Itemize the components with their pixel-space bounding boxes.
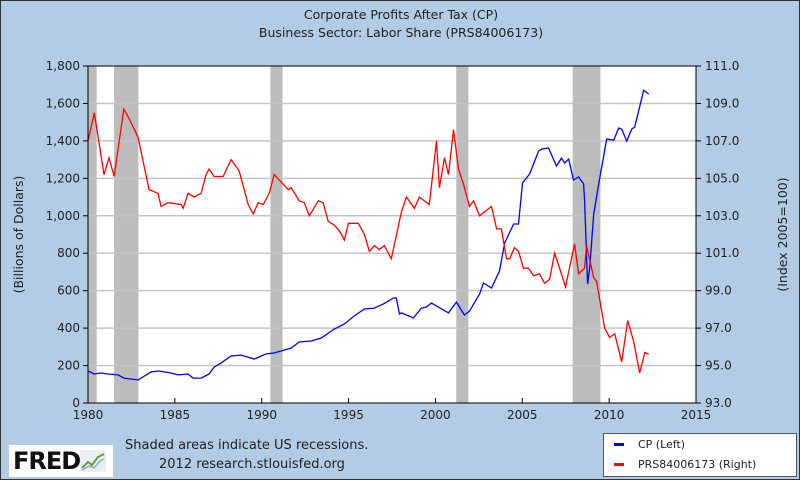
y-left-tick-label: 1,400: [46, 134, 80, 148]
y-right-tick-label: 107.0: [705, 134, 739, 148]
x-tick-label: 2000: [420, 408, 451, 422]
legend-label-cp: CP (Left): [638, 437, 686, 451]
x-tick-label: 2005: [507, 408, 538, 422]
y-left-tick-label: 200: [57, 359, 80, 373]
y-right-tick-label: 99.0: [705, 284, 732, 298]
series-line-cp: [87, 89, 650, 381]
y-right-tick-label: 101.0: [705, 246, 739, 260]
legend-item-labor-share: PRS84006173 (Right): [604, 454, 796, 474]
y-left-tick-label: 1,200: [46, 171, 80, 185]
plot-area: [88, 66, 696, 403]
y-left-tick-label: 1,800: [46, 59, 80, 73]
legend-swatch-cp: [614, 442, 624, 446]
recession-band: [114, 66, 139, 403]
x-tick-label: 1985: [160, 408, 191, 422]
y-right-tick-label: 109.0: [705, 96, 739, 110]
legend: CP (Left) PRS84006173 (Right): [603, 433, 797, 477]
fred-logo-text: FRED: [13, 447, 81, 475]
fred-logo[interactable]: FRED: [9, 445, 113, 477]
chart-svg: 0 200 400 600 800 1,000 1,200 1,400 1,600 1,800 93…: [11, 59, 790, 422]
y-right-tick-label: 103.0: [705, 209, 739, 223]
plot-border: [87, 65, 697, 404]
x-tick-label: 2015: [681, 408, 712, 422]
fred-chart-icon: [80, 450, 107, 472]
y-left-axis-label: (Billions of Dollars): [11, 176, 26, 294]
y-left-tick-label: 800: [57, 246, 80, 260]
y-right-tick-label: 97.0: [705, 321, 732, 335]
y-right-tick-label: 105.0: [705, 171, 739, 185]
y-right-axis-label: (Index 2005=100): [775, 177, 790, 291]
chart-title: Corporate Profits After Tax (CP): [303, 7, 499, 22]
x-tick-label: 1995: [333, 408, 364, 422]
x-tick-label: 1980: [73, 408, 104, 422]
y-left-tick-label: 0: [72, 396, 80, 410]
legend-swatch-labor-share: [614, 462, 624, 466]
recession-band: [88, 66, 97, 403]
x-tick-label: 2010: [594, 408, 625, 422]
chart-subtitle: Business Sector: Labor Share (PRS8400617…: [258, 25, 544, 40]
y-right-tick-label: 93.0: [705, 396, 732, 410]
series-line-labor-share: [87, 107, 649, 374]
y-left-tick-label: 1,600: [46, 96, 80, 110]
recession-note: Shaded areas indicate US recessions.: [125, 438, 369, 453]
source-note: 2012 research.stlouisfed.org: [159, 457, 345, 472]
y-right-tick-label: 111.0: [705, 59, 739, 73]
legend-item-cp: CP (Left): [604, 434, 796, 454]
legend-label-labor-share: PRS84006173 (Right): [638, 457, 757, 471]
y-left-tick-label: 400: [57, 321, 80, 335]
y-left-tick-label: 1,000: [46, 209, 80, 223]
y-right-tick-label: 95.0: [705, 359, 732, 373]
x-tick-label: 1990: [246, 408, 277, 422]
recession-band: [270, 66, 283, 403]
recession-band: [456, 66, 469, 403]
y-left-tick-label: 600: [57, 284, 80, 298]
recession-band: [572, 66, 601, 403]
